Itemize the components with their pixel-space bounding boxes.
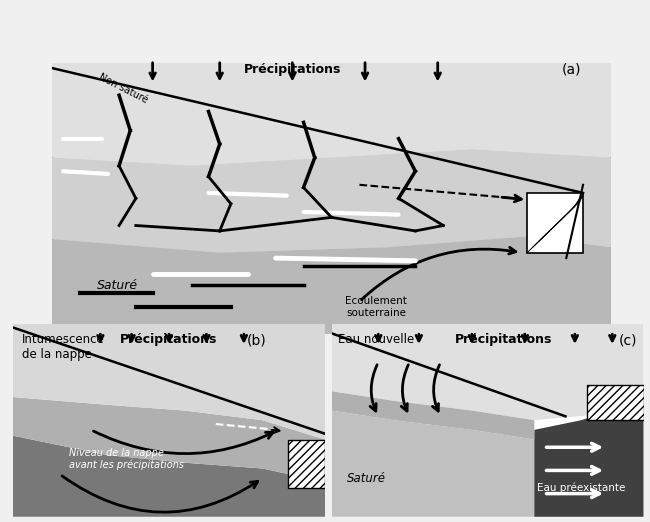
Text: Saturé: Saturé: [97, 279, 138, 292]
Text: Précipitations: Précipitations: [244, 63, 341, 76]
Polygon shape: [13, 324, 325, 440]
Polygon shape: [13, 397, 325, 482]
Polygon shape: [332, 324, 644, 420]
Text: Saturé: Saturé: [347, 472, 386, 484]
Polygon shape: [332, 410, 534, 517]
Text: (a): (a): [562, 63, 582, 76]
Text: Niveau de la nappe
avant les précipitations: Niveau de la nappe avant les précipitati…: [69, 448, 184, 470]
Text: Précipitations: Précipitations: [454, 333, 552, 346]
Polygon shape: [52, 63, 611, 166]
Text: (b): (b): [246, 333, 266, 347]
Polygon shape: [332, 392, 534, 440]
Text: (c): (c): [619, 333, 637, 347]
Bar: [527, 193, 583, 253]
Text: Précipitations: Précipitations: [120, 333, 218, 346]
Bar: [287, 440, 325, 488]
Polygon shape: [534, 410, 644, 517]
Bar: [588, 385, 644, 420]
Polygon shape: [52, 236, 611, 334]
Text: Eau préexistante: Eau préexistante: [538, 482, 626, 493]
Text: Intumescence
de la nappe: Intumescence de la nappe: [22, 333, 105, 361]
Polygon shape: [13, 436, 325, 517]
Text: Eau nouvelle: Eau nouvelle: [338, 333, 414, 346]
Text: Non saturé: Non saturé: [97, 72, 149, 105]
Polygon shape: [52, 149, 611, 253]
Text: Ecoulement
souterraine: Ecoulement souterraine: [345, 296, 407, 318]
